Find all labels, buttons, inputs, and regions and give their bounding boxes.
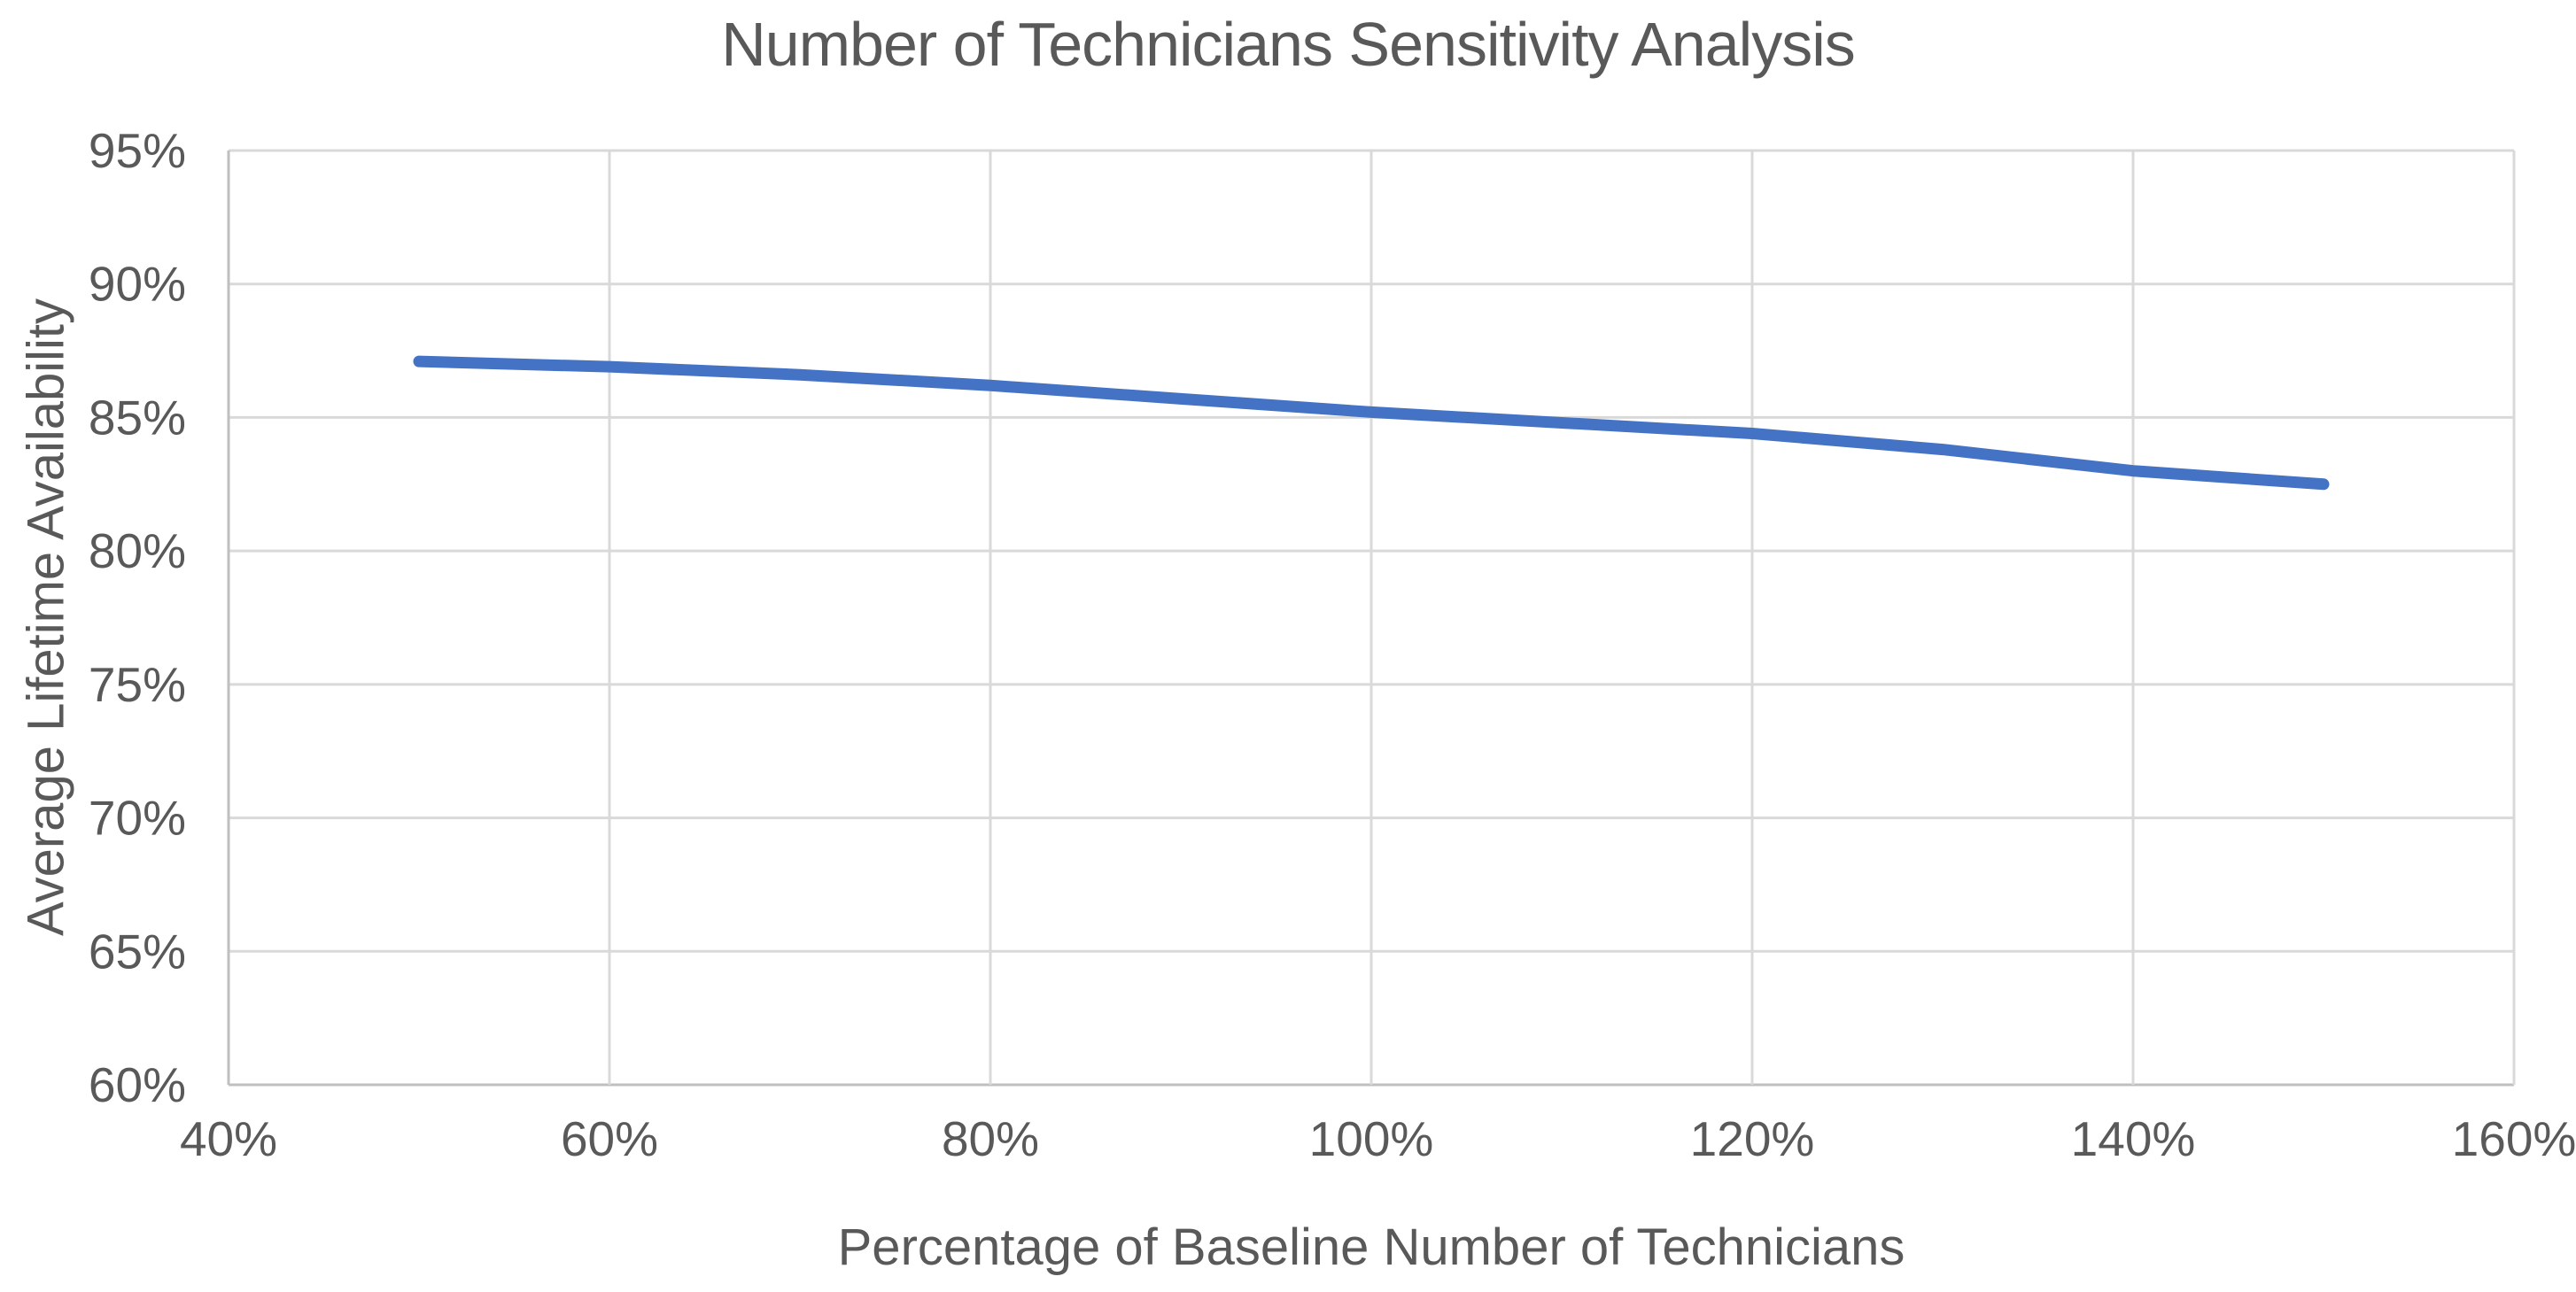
y-tick-label: 60% (89, 1057, 186, 1112)
data-line-series (413, 355, 2330, 491)
y-tick-label: 80% (89, 523, 186, 578)
x-tick-label: 40% (180, 1111, 277, 1166)
x-tick-label: 60% (561, 1111, 658, 1166)
y-tick-label: 90% (89, 257, 186, 312)
x-tick-label: 160% (2452, 1111, 2576, 1166)
y-tick-label: 85% (89, 390, 186, 445)
x-tick-label: 80% (942, 1111, 1039, 1166)
chart-title: Number of Technicians Sensitivity Analys… (721, 10, 1856, 79)
x-tick-label: 140% (2071, 1111, 2196, 1166)
x-axis-title: Percentage of Baseline Number of Technic… (837, 1219, 1905, 1276)
x-tick-label: 120% (1690, 1111, 1815, 1166)
y-tick-label: 65% (89, 924, 186, 979)
y-tick-label: 70% (89, 791, 186, 846)
x-tick-label: 100% (1309, 1111, 1434, 1166)
y-tick-label: 95% (89, 123, 186, 178)
y-tick-label: 75% (89, 657, 186, 712)
